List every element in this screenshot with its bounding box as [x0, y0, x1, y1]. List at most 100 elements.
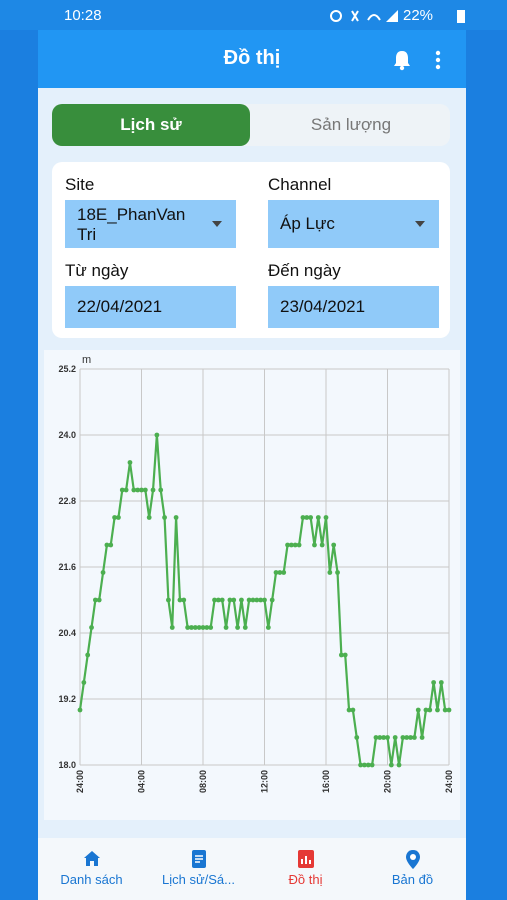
data-point [250, 597, 256, 603]
data-point [300, 515, 306, 520]
data-point [177, 597, 183, 603]
data-point [96, 597, 102, 603]
data-point [331, 542, 337, 548]
data-point [446, 707, 452, 713]
data-point [315, 515, 321, 520]
data-point [369, 762, 375, 768]
data-point [385, 735, 390, 740]
from-date-field[interactable]: 22/04/2021 [65, 286, 236, 328]
data-point [196, 625, 202, 630]
bell-icon[interactable] [392, 49, 412, 71]
data-point [285, 542, 290, 548]
data-point [119, 487, 125, 493]
menu-icon[interactable] [434, 50, 442, 70]
tab-bar: Lịch sử Sản lượng [52, 104, 450, 146]
data-point [239, 597, 244, 603]
nav-label: Đồ thị [288, 872, 323, 887]
nav-icon [83, 851, 100, 866]
data-point [212, 597, 217, 603]
app-title: Đồ thị [223, 47, 281, 69]
data-point [208, 625, 214, 630]
data-point [388, 762, 394, 768]
y-tick-label: 25.2 [58, 364, 76, 374]
to-label: Đến ngày [268, 261, 341, 280]
data-point [338, 652, 344, 658]
data-point [150, 487, 156, 493]
data-point [181, 597, 187, 603]
data-point [304, 515, 310, 520]
nav-item[interactable]: Bản đồ [359, 838, 466, 900]
data-point [312, 542, 317, 548]
x-tick-label: 24:00 [75, 770, 85, 793]
data-point [185, 625, 191, 630]
x-tick-label: 12:00 [260, 770, 270, 793]
tab[interactable]: Lịch sử [52, 104, 250, 146]
data-point [100, 570, 106, 575]
data-point [404, 735, 410, 740]
x-tick-label: 04:00 [137, 770, 147, 793]
y-tick-label: 18.0 [58, 760, 76, 770]
data-point [116, 515, 121, 520]
nav-item[interactable]: Đồ thị [252, 838, 359, 900]
channel-dropdown[interactable]: Áp Lực [268, 200, 439, 248]
y-tick-label: 19.2 [58, 694, 76, 704]
data-point [358, 762, 363, 768]
data-point [365, 762, 371, 768]
data-point [265, 625, 271, 630]
data-point [419, 735, 425, 740]
data-point [373, 735, 379, 740]
data-point [308, 515, 314, 520]
data-point [435, 707, 440, 713]
app-bar: Đồ thị [38, 30, 466, 88]
to-date-field[interactable]: 23/04/2021 [268, 286, 439, 328]
site-dropdown[interactable]: 18E_PhanVan Tri [65, 200, 236, 248]
data-point [162, 515, 167, 520]
data-point [392, 735, 398, 740]
tab[interactable]: Sản lượng [310, 115, 392, 134]
channel-value: Áp Lực [280, 214, 335, 233]
data-point [192, 625, 198, 630]
data-point [89, 625, 94, 630]
y-tick-label: 24.0 [58, 430, 76, 440]
data-point [139, 487, 144, 493]
data-point [281, 570, 287, 575]
nav-icon [297, 850, 314, 868]
y-axis-unit: m [82, 354, 91, 366]
chart: m 18.0 19.2 20.4 21.6 22.8 24.0 25.2 24:00 04:00 0… [58, 354, 454, 793]
channel-label: Channel [268, 175, 332, 194]
data-point [342, 652, 348, 658]
data-point [381, 735, 387, 740]
chart-area: m 18.0 19.2 20.4 21.6 22.8 24.0 25.2 24:00 04:00 0… [44, 350, 460, 820]
data-point [292, 542, 298, 548]
data-point [108, 542, 114, 548]
x-tick-label: 16:00 [321, 770, 331, 793]
data-point [289, 542, 294, 548]
data-point [200, 625, 206, 630]
data-point [412, 735, 417, 740]
data-point [85, 652, 91, 658]
site-value: 18E_PhanVan Tri [77, 205, 186, 244]
status-bar: 10:28 22% [0, 0, 507, 30]
data-point [258, 597, 264, 603]
data-point [269, 597, 275, 603]
nav-icon [191, 850, 206, 868]
data-point [327, 570, 333, 575]
data-point [396, 762, 402, 768]
data-point [169, 625, 175, 630]
data-point [350, 707, 356, 713]
y-tick-label: 22.8 [58, 496, 76, 506]
data-point [227, 597, 233, 603]
x-tick-label: 24:00 [444, 770, 454, 793]
data-point [123, 487, 129, 493]
status-time: 10:28 [64, 7, 102, 24]
data-point [296, 542, 302, 548]
nav-icon [405, 850, 420, 869]
nav-label: Danh sách [60, 872, 123, 887]
data-point [431, 680, 437, 685]
data-point [223, 625, 229, 630]
nav-item[interactable]: Danh sách [38, 838, 145, 900]
bottom-nav: Danh sách Lịch sử/Sá... Đồ thị Bản đồ [38, 838, 466, 900]
nav-item[interactable]: Lịch sử/Sá... [145, 838, 252, 900]
data-point [277, 570, 283, 575]
